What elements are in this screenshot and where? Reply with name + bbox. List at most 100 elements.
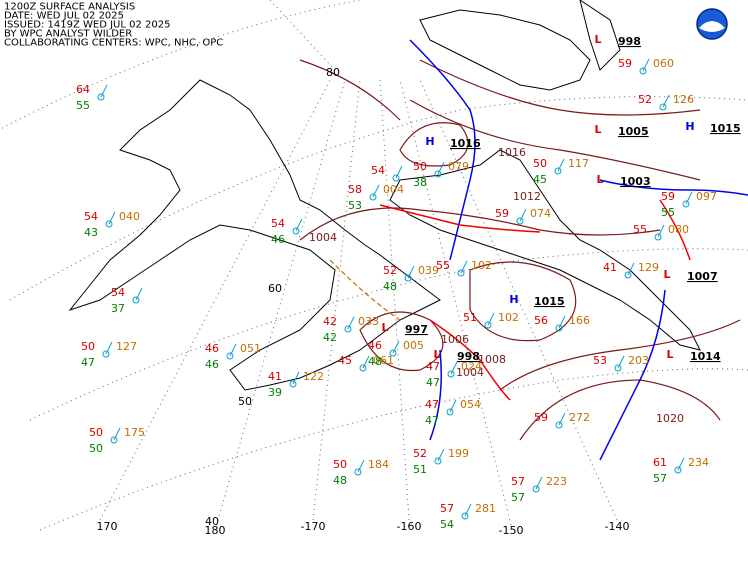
station-dot <box>389 349 397 357</box>
temperature: 64 <box>76 83 90 96</box>
temperature: 59 <box>661 190 675 203</box>
wind-barb <box>657 224 665 238</box>
station-dot <box>132 296 140 304</box>
dewpoint: 53 <box>348 199 362 212</box>
grid-label: 180 <box>205 524 226 537</box>
noaa-logo <box>696 8 728 40</box>
grid-label: -140 <box>605 520 630 533</box>
dewpoint: 55 <box>76 99 90 112</box>
header-line: DATE: WED JUL 02 2025 <box>4 10 124 21</box>
temperature: 50 <box>533 157 547 170</box>
pressure: 061 <box>373 354 394 367</box>
station-plot: 42 42 033 <box>323 315 379 344</box>
wind-barb <box>113 427 121 441</box>
temperature: 46 <box>205 342 219 355</box>
isobar-label: 1008 <box>478 353 506 366</box>
graticule <box>0 0 748 531</box>
pressure: 117 <box>568 157 589 170</box>
wind-barb <box>617 355 625 369</box>
pressure-center-letter: H <box>425 135 434 148</box>
wind-barb <box>437 448 445 462</box>
station-dot <box>624 271 632 279</box>
dewpoint: 46 <box>205 358 219 371</box>
pressure-center-value: 1007 <box>687 270 718 283</box>
temperature: 47 <box>426 360 440 373</box>
pressure: 004 <box>383 183 404 196</box>
station-plot: 47 47 054 <box>425 398 481 427</box>
dewpoint: 54 <box>440 518 454 531</box>
wind-barb <box>292 371 300 385</box>
wind-barb <box>392 340 400 354</box>
temperature: 54 <box>84 210 98 223</box>
temperature: 53 <box>593 354 607 367</box>
station-plot: 59 060 <box>618 57 674 75</box>
station-plot: 50 48 184 <box>333 458 389 487</box>
dewpoint: 37 <box>111 302 125 315</box>
temperature: 52 <box>413 447 427 460</box>
isobar-label: 1016 <box>498 146 526 159</box>
pressure-center-value: 1014 <box>690 350 721 363</box>
pressure: 199 <box>448 447 469 460</box>
temperature: 51 <box>463 311 477 324</box>
station-dot <box>434 170 442 178</box>
wind-barb <box>677 457 685 471</box>
station-plot: 50 45 117 <box>533 157 589 186</box>
station-plot: 46 48 005 <box>368 339 424 368</box>
pressure: 005 <box>403 339 424 352</box>
pressure: 175 <box>124 426 145 439</box>
pressure-center-letter: L <box>594 123 601 136</box>
wind-barb <box>108 211 116 225</box>
wind-barb <box>450 361 458 375</box>
temperature: 41 <box>603 261 617 274</box>
station-dot <box>110 436 118 444</box>
pressure: 122 <box>303 370 324 383</box>
wind-barb <box>407 265 415 279</box>
grid-label: 60 <box>268 282 282 295</box>
temperature: 46 <box>368 339 382 352</box>
pressure: 223 <box>546 475 567 488</box>
temperature: 50 <box>333 458 347 471</box>
station-plot: 55 080 <box>633 223 689 241</box>
station-dot <box>289 380 297 388</box>
wind-barb <box>519 208 527 222</box>
station-dot <box>461 512 469 520</box>
temperature: 61 <box>653 456 667 469</box>
temperature: 59 <box>534 411 548 424</box>
station-plot: 51 102 <box>463 311 519 329</box>
pressure-center-value: 1016 <box>450 137 481 150</box>
station-plot: 45 061 <box>338 354 394 372</box>
fronts <box>329 39 748 461</box>
station-dot <box>532 485 540 493</box>
station-dot <box>446 408 454 416</box>
wind-barb <box>437 161 445 175</box>
wind-barb <box>464 503 472 517</box>
dewpoint: 48 <box>333 474 347 487</box>
station-plot: 50 38 079 <box>413 160 469 189</box>
grid-label: 40 <box>205 515 219 528</box>
dewpoint: 47 <box>426 376 440 389</box>
pressure: 097 <box>696 190 717 203</box>
wind-barb <box>558 315 566 329</box>
temperature: 58 <box>348 183 362 196</box>
station-plot: 59 272 <box>534 411 590 429</box>
pressure: 040 <box>119 210 140 223</box>
station-dot <box>447 370 455 378</box>
pressure: 074 <box>530 207 551 220</box>
wind-barb <box>395 165 403 179</box>
temperature: 52 <box>638 93 652 106</box>
dewpoint: 57 <box>653 472 667 485</box>
grid-label: 170 <box>97 520 118 533</box>
station-plot: 47 47 024 <box>426 360 482 389</box>
dewpoint: 48 <box>383 280 397 293</box>
wind-barb <box>100 84 108 98</box>
dewpoint: 45 <box>533 173 547 186</box>
pressure-center-value: 997 <box>405 323 428 336</box>
dewpoint: 47 <box>425 414 439 427</box>
pressure: 039 <box>418 264 439 277</box>
station-plot: 50 47 127 <box>81 340 137 369</box>
pressure: 234 <box>688 456 709 469</box>
dewpoint: 42 <box>323 331 337 344</box>
